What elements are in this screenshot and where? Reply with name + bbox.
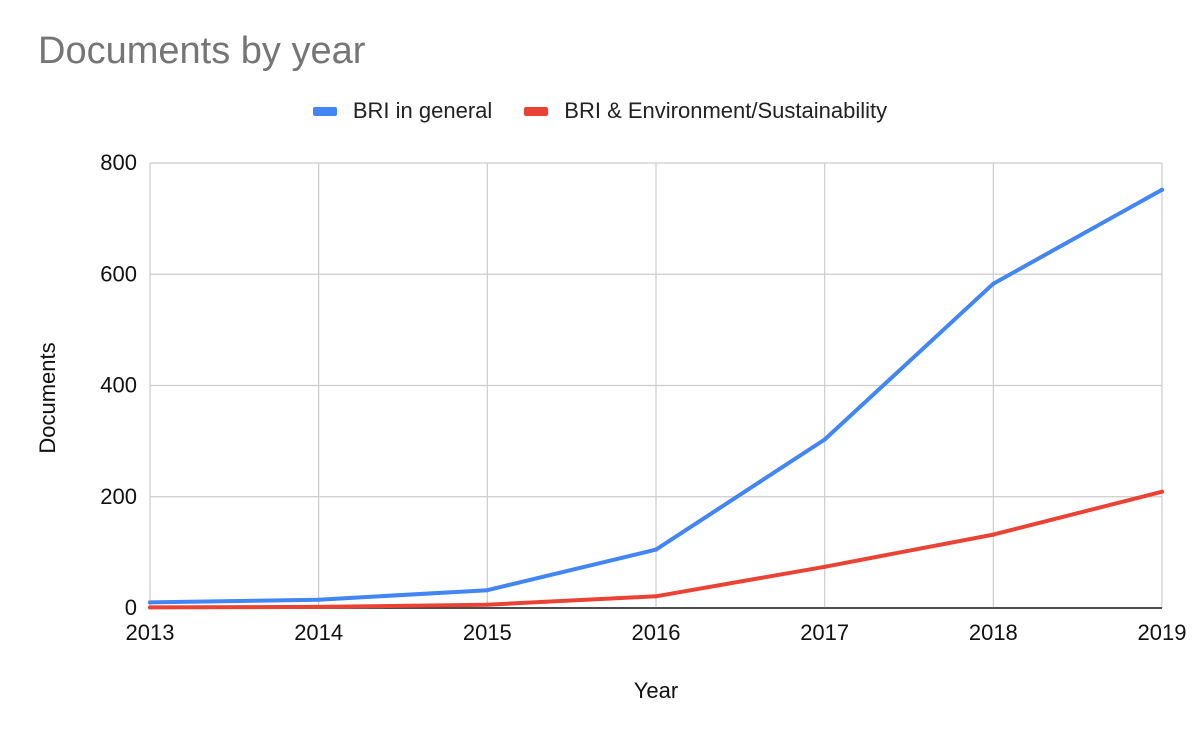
chart-title: Documents by year [38,30,366,72]
x-tick-labels: 2013 2014 2015 2016 2017 2018 2019 [126,620,1187,645]
data-point [654,594,658,599]
data-point [316,604,321,609]
data-point [485,602,490,607]
grid [149,162,1163,609]
legend-label: BRI in general [352,98,493,123]
x-tick-label: 2019 [1138,620,1187,645]
y-axis-label: Documents [35,342,60,453]
data-point [822,564,827,569]
y-tick-label: 600 [100,261,137,286]
x-tick-label: 2017 [800,620,849,645]
data-point [148,600,152,605]
legend-swatch-red [524,106,549,116]
y-tick-labels: 0 200 400 600 800 [100,150,137,620]
y-tick-label: 0 [125,595,137,620]
series-lines [148,187,1164,610]
data-point [822,437,827,442]
x-tick-label: 2015 [463,620,512,645]
data-point [148,605,152,610]
data-point [654,547,658,552]
x-tick-label: 2013 [126,620,175,645]
legend-item-bri-general[interactable]: BRI in general [312,98,493,124]
x-tick-label: 2016 [632,620,681,645]
x-tick-label: 2018 [969,620,1018,645]
x-tick-label: 2014 [294,620,343,645]
legend-item-bri-environment[interactable]: BRI & Environment/Sustainability [524,98,887,124]
data-point [991,281,996,286]
legend: BRI in general BRI & Environment/Sustain… [0,98,1200,124]
data-point [1160,187,1164,192]
y-tick-label: 400 [100,373,137,398]
y-tick-label: 800 [100,150,137,175]
x-axis-label: Year [634,678,678,703]
data-point [991,532,996,537]
data-point [485,588,490,593]
data-point [316,597,321,602]
legend-label: BRI & Environment/Sustainability [564,98,888,123]
data-point [1160,489,1164,494]
y-tick-label: 200 [100,484,137,509]
legend-swatch-blue [312,106,337,116]
